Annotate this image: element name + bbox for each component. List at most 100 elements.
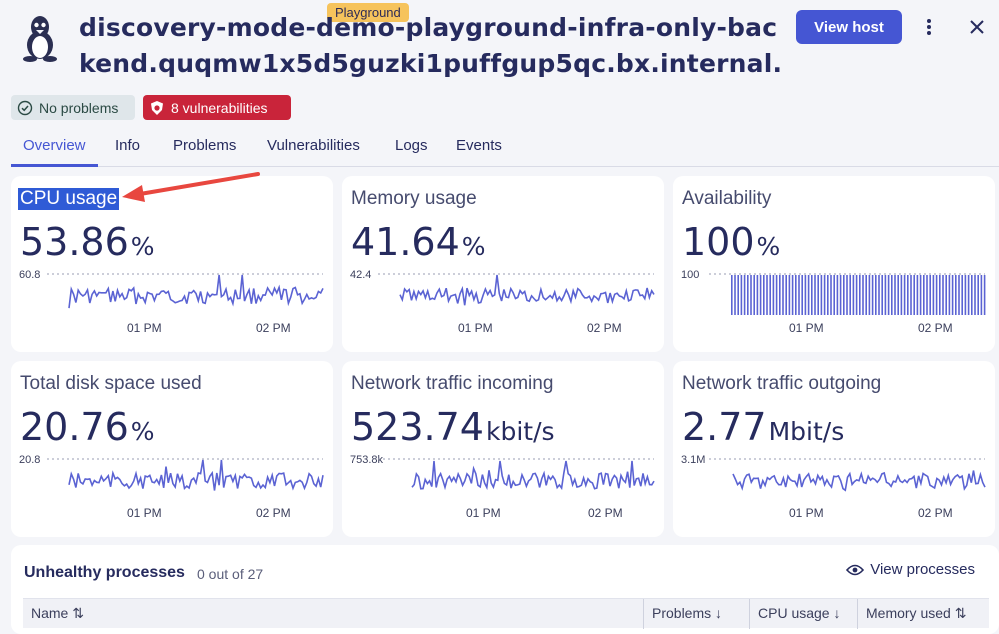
availability-bar: [740, 275, 743, 315]
unhealthy-processes-panel: Unhealthy processes 0 out of 27 View pro…: [11, 545, 999, 634]
vulnerabilities-badge[interactable]: 8 vulnerabilities: [143, 95, 291, 120]
availability-bar: [878, 275, 880, 315]
availability-bar: [881, 275, 883, 315]
time-tick-label: 02 PM: [918, 506, 953, 520]
time-tick-label: 01 PM: [789, 321, 824, 335]
tab-events[interactable]: Events: [456, 137, 502, 154]
time-tick-label: 02 PM: [918, 321, 953, 335]
sort-desc-icon: ↓: [715, 605, 723, 621]
availability-bar: [971, 275, 973, 315]
linux-tux-icon: [23, 16, 57, 62]
availability-bar: [804, 275, 807, 315]
availability-bar: [801, 275, 803, 315]
availability-bar: [750, 275, 752, 315]
tab-vulnerabilities[interactable]: Vulnerabilities: [267, 137, 360, 154]
availability-bar: [843, 275, 845, 315]
availability-bar: [964, 275, 967, 315]
column-header-cpu[interactable]: CPU usage ↓: [749, 599, 857, 629]
card-title: Availability: [682, 188, 772, 209]
availability-bar: [820, 275, 823, 315]
y-max-label: 20.8: [19, 454, 40, 466]
disk-space-card[interactable]: Total disk space used 20.76% 20.8 01 PM 02…: [11, 361, 333, 537]
availability-bar: [814, 275, 816, 315]
availability-bar: [916, 275, 919, 315]
availability-bar: [935, 275, 938, 315]
memory-sparkline: 42.4 01 PM 02 PM: [350, 269, 655, 335]
cpu-sparkline: 60.8 01 PM 02 PM: [19, 269, 324, 335]
availability-bar: [955, 275, 957, 315]
outgoing-sparkline: 3.1M 01 PM 02 PM: [681, 454, 986, 520]
network-outgoing-card[interactable]: Network traffic outgoing 2.77Mbit/s 3.1M…: [673, 361, 995, 537]
availability-bar: [913, 275, 915, 315]
time-tick-label: 02 PM: [587, 321, 622, 335]
no-problems-badge[interactable]: No problems: [11, 95, 135, 120]
availability-bar: [926, 275, 928, 315]
availability-bar: [903, 275, 906, 315]
cpu-usage-card[interactable]: CPU usage 53.86% 60.8 01 PM 02 PM: [11, 176, 333, 352]
availability-bar: [817, 275, 819, 315]
kebab-icon[interactable]: [918, 15, 940, 39]
column-header-name[interactable]: Name ⇅: [31, 605, 84, 621]
eye-icon: [846, 564, 865, 575]
availability-bar-group: [731, 275, 986, 315]
availability-bar: [833, 275, 835, 315]
card-title: Network traffic outgoing: [682, 373, 882, 394]
shield-bug-icon: [151, 100, 163, 115]
availability-bar: [929, 275, 931, 315]
availability-bar: [948, 275, 951, 315]
card-title: CPU usage: [18, 188, 120, 210]
tab-logs[interactable]: Logs: [395, 137, 428, 154]
availability-card[interactable]: Availability 100% 100 01 PM 02 PM: [673, 176, 995, 352]
time-tick-label: 02 PM: [256, 321, 291, 335]
y-max-label: 100: [681, 269, 699, 281]
availability-bar: [807, 275, 810, 315]
availability-bar: [772, 275, 775, 315]
check-circle-icon: [17, 100, 33, 115]
availability-bar: [974, 275, 976, 315]
availability-bar: [769, 275, 771, 315]
close-icon[interactable]: [964, 14, 990, 40]
time-tick-label: 01 PM: [127, 321, 162, 335]
availability-bar: [967, 275, 970, 315]
metric-value: 41.64%: [351, 220, 486, 264]
availability-bar: [830, 275, 832, 315]
tab-info[interactable]: Info: [115, 137, 141, 154]
availability-bar: [891, 275, 893, 315]
column-header-problems[interactable]: Problems ↓: [643, 599, 749, 629]
availability-bar: [865, 275, 867, 315]
availability-bar: [782, 275, 784, 315]
vulnerabilities-label: 8 vulnerabilities: [171, 99, 268, 116]
availability-bar: [887, 275, 890, 315]
availability-bar: [961, 275, 963, 315]
view-host-button[interactable]: View host: [796, 10, 902, 44]
tab-overview[interactable]: Overview: [11, 127, 98, 167]
availability-bar: [849, 275, 851, 315]
memory-usage-card[interactable]: Memory usage 41.64% 42.4 01 PM 02 PM: [342, 176, 664, 352]
tab-problems[interactable]: Problems: [173, 137, 237, 154]
availability-bar: [811, 275, 813, 315]
availability-bar: [747, 275, 749, 315]
sparkline-series: [411, 460, 655, 491]
sparkline-series: [399, 274, 655, 306]
column-header-memory[interactable]: Memory used ⇅: [857, 599, 989, 629]
card-title: Total disk space used: [20, 373, 202, 394]
availability-bar: [919, 275, 922, 315]
availability-bar: [827, 275, 829, 315]
availability-bar: [859, 275, 861, 315]
availability-bar: [798, 275, 800, 315]
sparkline-series: [68, 459, 324, 491]
availability-bar: [788, 275, 791, 315]
availability-bar: [839, 275, 842, 315]
time-tick-label: 02 PM: [588, 506, 623, 520]
table-header: Name ⇅ Problems ↓ CPU usage ↓ Memory use…: [23, 598, 989, 629]
network-incoming-card[interactable]: Network traffic incoming 523.74kbit/s 75…: [342, 361, 664, 537]
time-tick-label: 01 PM: [458, 321, 493, 335]
availability-bar: [775, 275, 778, 315]
availability-bar: [846, 275, 848, 315]
panel-title: Unhealthy processes: [24, 564, 185, 581]
availability-bar: [836, 275, 839, 315]
availability-bar: [759, 275, 762, 315]
availability-bar: [756, 275, 759, 315]
view-processes-link[interactable]: View processes: [846, 561, 975, 578]
view-processes-label: View processes: [870, 561, 975, 578]
